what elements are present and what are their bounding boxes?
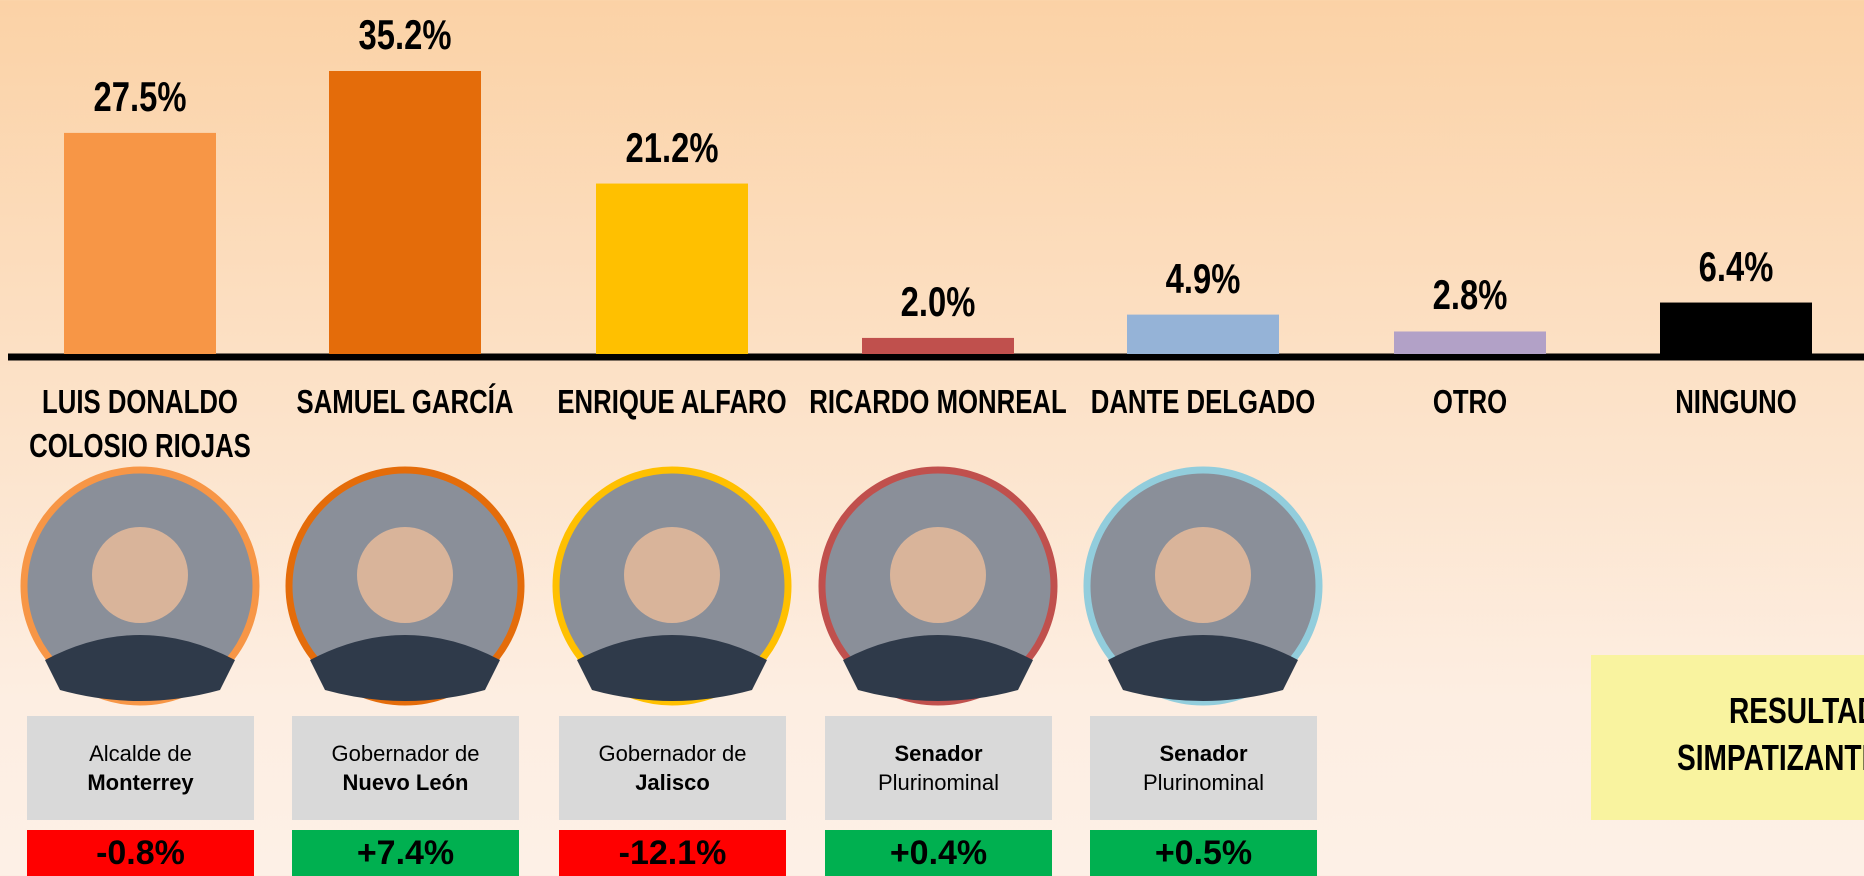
category-label: LUIS DONALDO COLOSIO RIOJAS [7, 380, 272, 468]
bar [1660, 303, 1812, 354]
note-box: RESULTADO SIMPATIZANTE [1591, 655, 1864, 820]
change-label: +0.5% [1090, 830, 1317, 876]
value-label: 2.0% [860, 278, 1016, 326]
value-label: 2.8% [1392, 271, 1548, 319]
photo-face [92, 527, 188, 623]
bar [1127, 315, 1279, 354]
photo-face [890, 527, 986, 623]
role-line: Gobernador de [599, 739, 747, 768]
note-line: RESULTADO [1729, 690, 1864, 732]
category-label: ENRIQUE ALFARO [539, 380, 804, 424]
role-line: Nuevo León [343, 768, 469, 797]
role-line: Senador [894, 739, 982, 768]
category-label: SAMUEL GARCÍA [272, 380, 537, 424]
note-line: SIMPATIZANTE [1677, 737, 1864, 779]
change-label: +7.4% [292, 830, 519, 876]
change-label: -0.8% [27, 830, 254, 876]
category-label: DANTE DELGADO [1070, 380, 1335, 424]
value-label: 6.4% [1658, 243, 1814, 291]
role-line: Plurinominal [878, 768, 999, 797]
page: RESULTADO SIMPATIZANTE (() => { const da… [0, 0, 1864, 876]
bar [329, 71, 481, 354]
role-line: Jalisco [635, 768, 710, 797]
photo-face [624, 527, 720, 623]
value-label: 35.2% [327, 11, 483, 59]
change-label: +0.4% [825, 830, 1052, 876]
role-line: Gobernador de [332, 739, 480, 768]
value-label: 21.2% [594, 124, 750, 172]
value-label: 27.5% [62, 73, 218, 121]
category-label: NINGUNO [1603, 380, 1864, 424]
bar [862, 338, 1014, 354]
category-label: OTRO [1337, 380, 1602, 424]
change-label: -12.1% [559, 830, 786, 876]
bar [64, 133, 216, 354]
role-line: Monterrey [87, 768, 193, 797]
role-line: Alcalde de [89, 739, 192, 768]
bar [1394, 331, 1546, 354]
role-line: Plurinominal [1143, 768, 1264, 797]
role-line: Senador [1159, 739, 1247, 768]
value-label: 4.9% [1125, 255, 1281, 303]
photo-face [357, 527, 453, 623]
bar [596, 184, 748, 354]
photo-face [1155, 527, 1251, 623]
category-label: RICARDO MONREAL [805, 380, 1070, 424]
